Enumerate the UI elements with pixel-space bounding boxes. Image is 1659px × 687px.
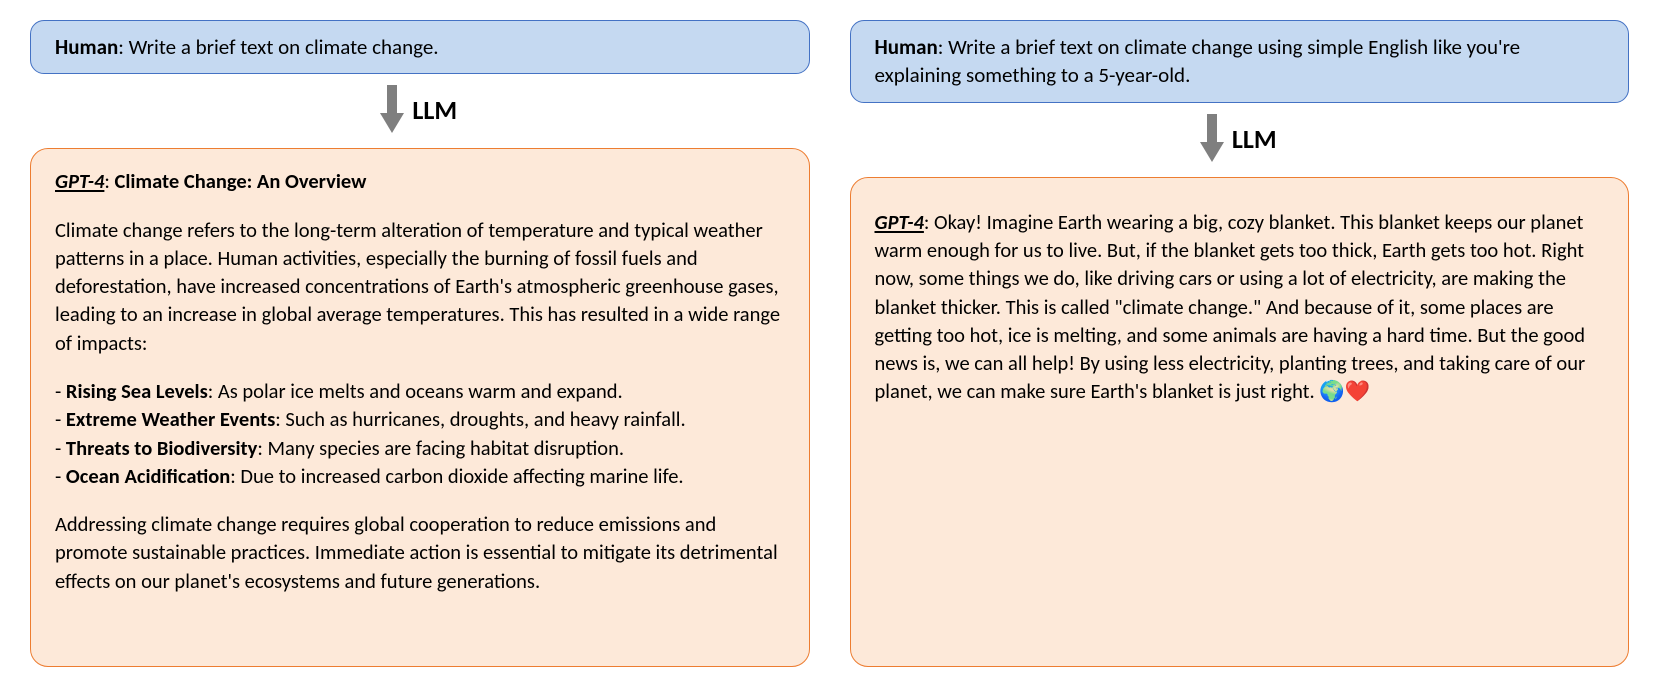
prompt-text: : Write a brief text on climate change. [118,34,438,60]
right-response-box: GPT-4: Okay! Imagine Earth wearing a big… [850,177,1630,667]
llm-label: LLM [1232,123,1277,155]
response-body: GPT-4: Okay! Imagine Earth wearing a big… [875,208,1605,406]
arrow-down-icon [1202,114,1222,164]
left-arrow: LLM [382,82,457,138]
response-outro: Addressing climate change requires globa… [55,510,785,595]
llm-label: LLM [412,94,457,126]
left-column: Human: Write a brief text on climate cha… [30,20,810,667]
bullet-item: - Extreme Weather Events: Such as hurric… [55,405,785,433]
model-name: GPT-4 [55,168,104,194]
bullet-list: - Rising Sea Levels: As polar ice melts … [55,377,785,490]
bullet-item: - Rising Sea Levels: As polar ice melts … [55,377,785,405]
prompt-label: Human [55,34,118,60]
right-column: Human: Write a brief text on climate cha… [850,20,1630,667]
response-intro: Climate change refers to the long-term a… [55,216,785,357]
left-prompt-box: Human: Write a brief text on climate cha… [30,20,810,74]
arrow-down-icon [382,85,402,135]
bullet-item: - Ocean Acidification: Due to increased … [55,462,785,490]
prompt-label: Human [875,34,938,60]
response-text: : Okay! Imagine Earth wearing a big, coz… [875,209,1586,405]
bullet-item: - Threats to Biodiversity: Many species … [55,434,785,462]
right-arrow: LLM [1202,111,1277,167]
response-header: GPT-4: Climate Change: An Overview [55,167,785,195]
left-response-box: GPT-4: Climate Change: An Overview Clima… [30,148,810,667]
response-title: Climate Change: An Overview [115,168,367,194]
right-prompt-box: Human: Write a brief text on climate cha… [850,20,1630,103]
prompt-text: : Write a brief text on climate change u… [875,34,1521,88]
model-name: GPT-4 [875,209,924,235]
